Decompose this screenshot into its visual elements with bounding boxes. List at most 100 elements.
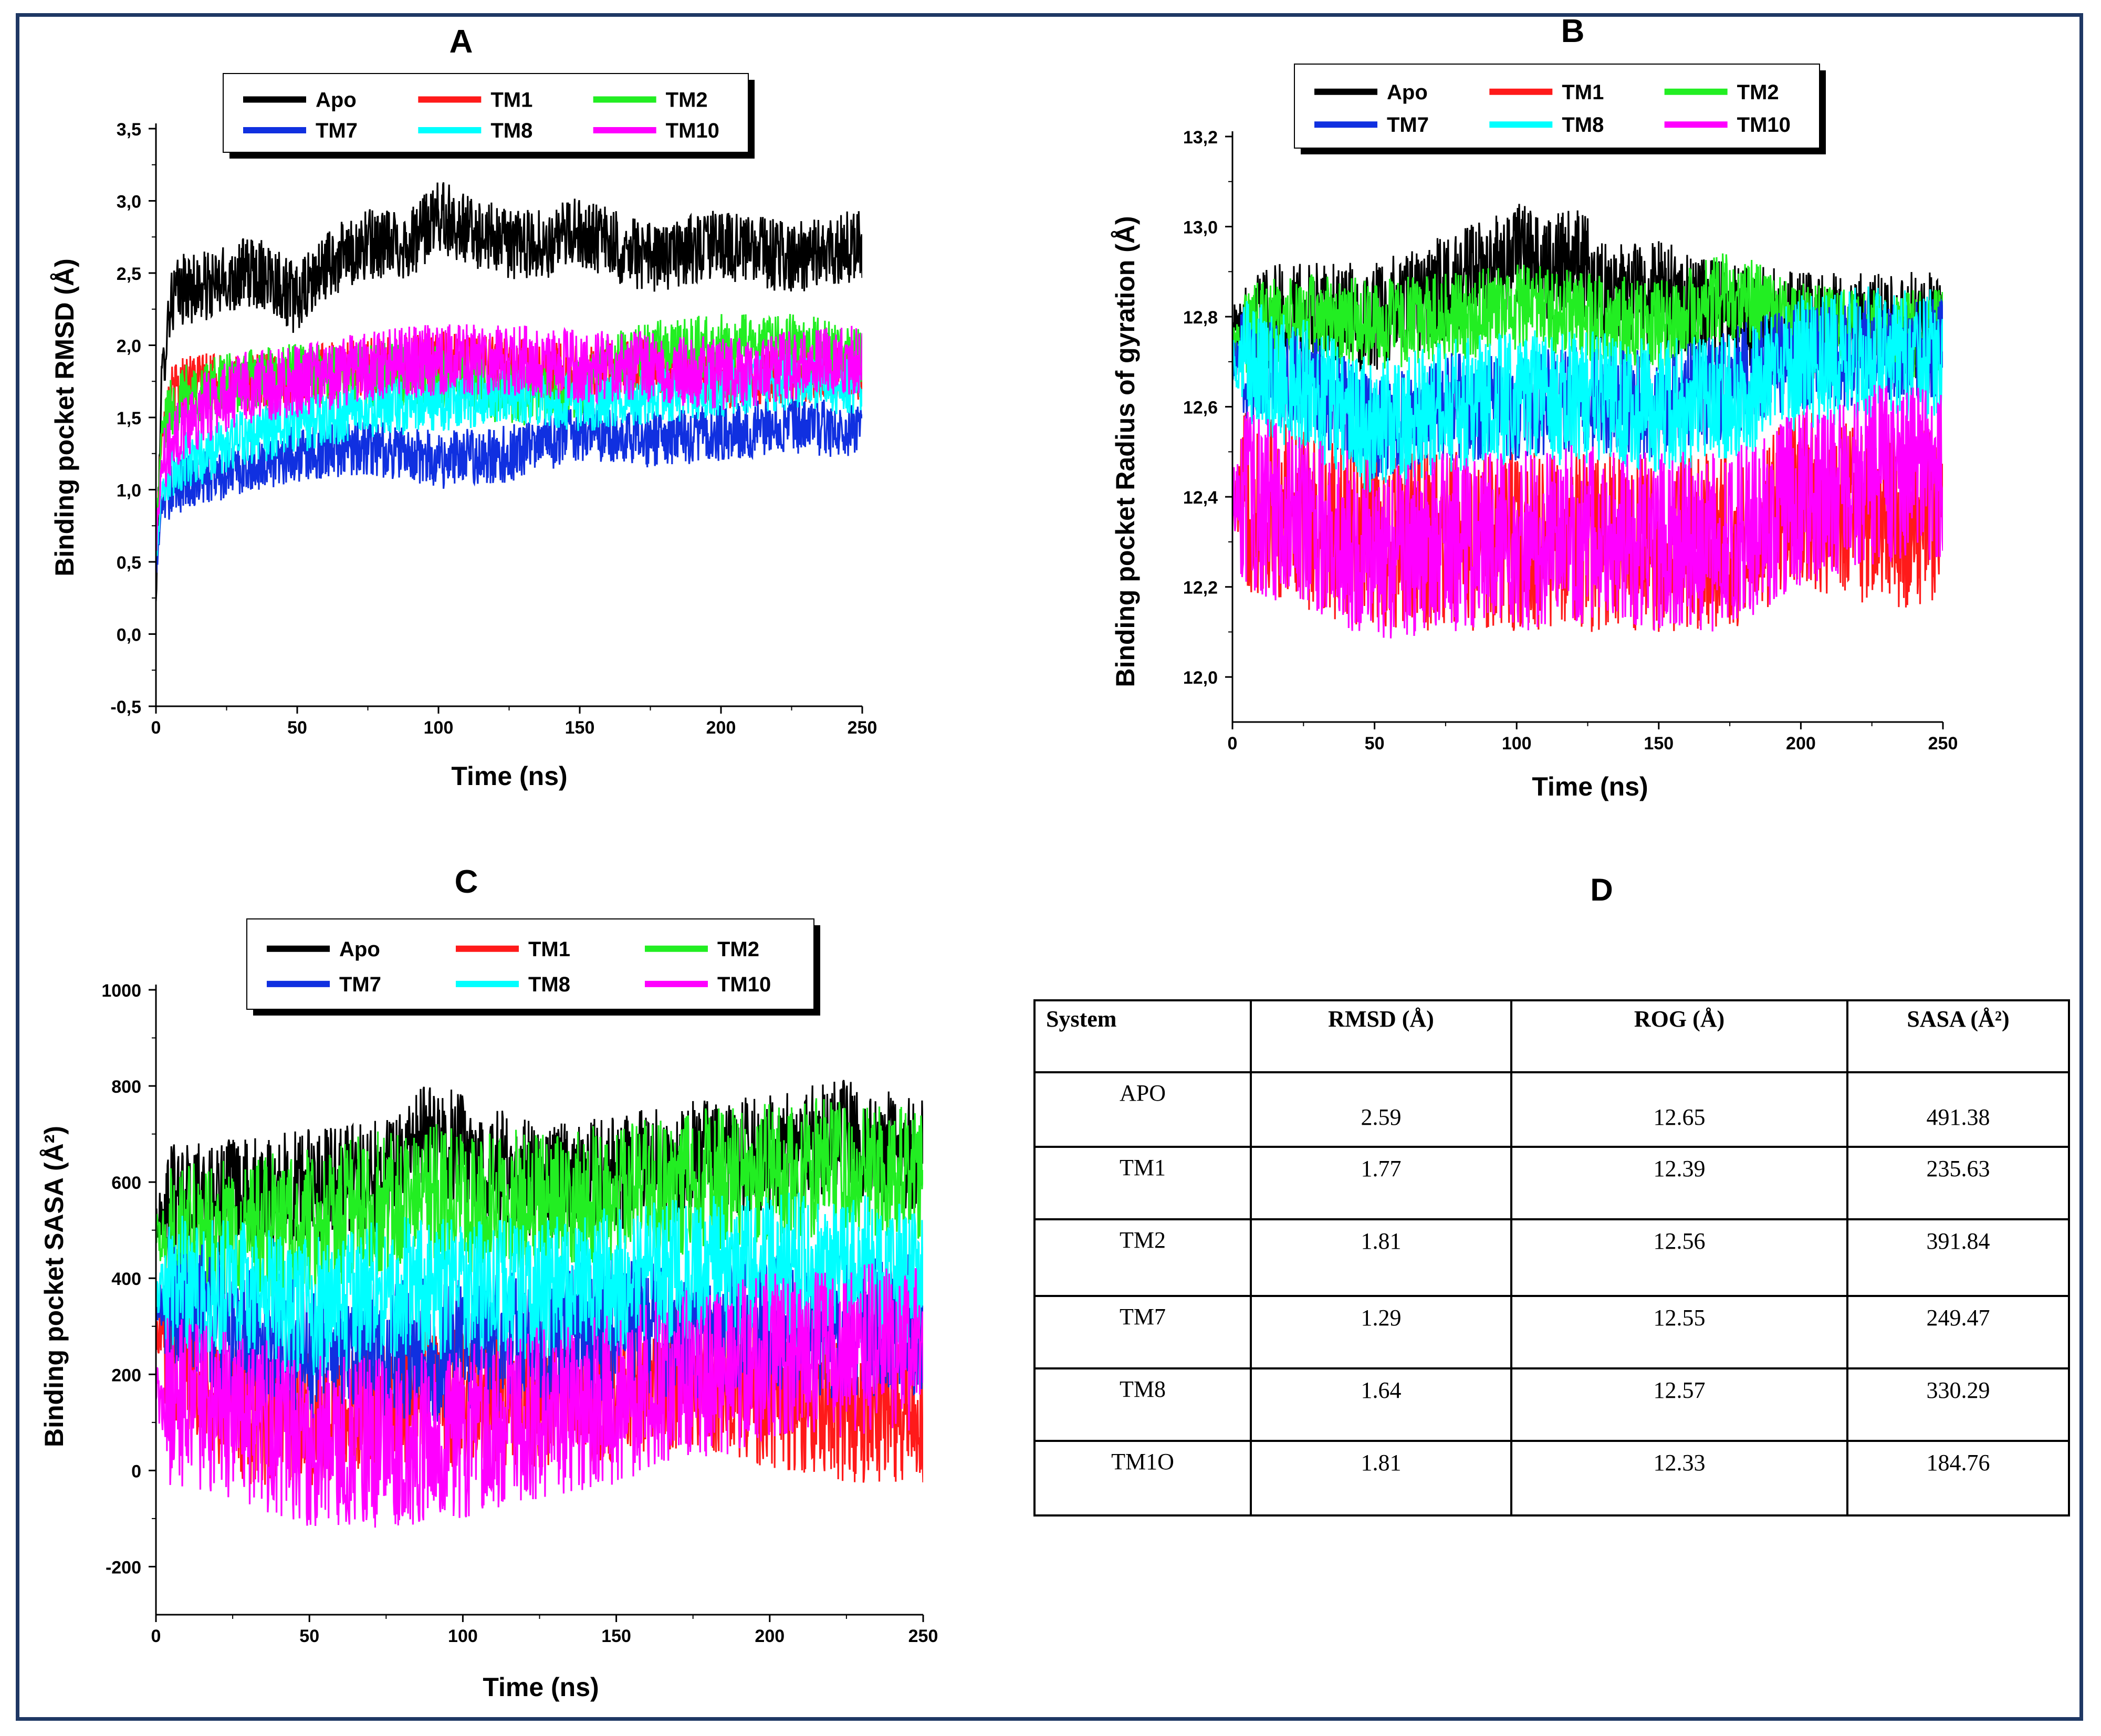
table-cell-sasa: 235.63 — [1846, 1146, 2070, 1220]
table-cell-sasa: 249.47 — [1846, 1295, 2070, 1369]
table-cell-rog: 12.55 — [1510, 1295, 1848, 1369]
table-cell-rmsd: 1.29 — [1250, 1295, 1512, 1369]
x-tick-label: 100 — [1502, 734, 1532, 754]
legend-label-tm10: TM10 — [1737, 113, 1791, 137]
table-row: TM8 1.64 12.57 330.29 — [1033, 1367, 2070, 1442]
y-tick-label: 2,5 — [117, 264, 141, 284]
table-cell-rmsd: 1.64 — [1250, 1367, 1512, 1442]
series-tm8-line — [1232, 286, 1943, 493]
panel-d-title: D — [1590, 872, 1613, 907]
table-row: TM2 1.81 12.56 391.84 — [1033, 1218, 2070, 1297]
legend-label-apo: Apo — [1387, 81, 1428, 104]
y-tick-label: -0,5 — [110, 697, 141, 717]
legend-label-tm10: TM10 — [666, 119, 719, 142]
legend-label-tm1: TM1 — [1562, 81, 1604, 104]
y-tick-label: 0,5 — [117, 553, 141, 573]
y-tick-label: 3,0 — [117, 192, 141, 212]
table-header-row: System RMSD (Å) ROG (Å) SASA (Å²) — [1033, 999, 2070, 1073]
y-tick-label: 12,2 — [1183, 578, 1218, 598]
x-tick-label: 50 — [1365, 734, 1385, 754]
table-cell-rmsd: 1.77 — [1250, 1146, 1512, 1220]
y-tick-label: 12,4 — [1183, 488, 1218, 508]
y-tick-label: 200 — [111, 1365, 141, 1385]
x-tick-label: 0 — [151, 1626, 161, 1646]
y-tick-label: 1,0 — [117, 481, 141, 501]
x-tick-label: 250 — [848, 718, 877, 738]
legend-label-tm7: TM7 — [1387, 113, 1429, 137]
series-tm7-line — [156, 396, 862, 573]
table-header-rmsd: RMSD (Å) — [1250, 999, 1512, 1073]
y-tick-label: 13,0 — [1183, 218, 1218, 238]
legend-label-apo: Apo — [316, 89, 357, 112]
x-tick-label: 50 — [299, 1626, 319, 1646]
y-tick-label: 1,5 — [117, 409, 141, 428]
x-tick-label: 0 — [151, 718, 161, 738]
panel-c-title: C — [455, 864, 478, 900]
legend-label-tm2: TM2 — [1737, 81, 1779, 104]
x-tick-label: 200 — [755, 1626, 785, 1646]
y-tick-label: 3,5 — [117, 120, 141, 140]
y-tick-label: 12,0 — [1183, 668, 1218, 688]
table-cell-rmsd: 1.81 — [1250, 1440, 1512, 1517]
table-cell-system: TM1O — [1033, 1440, 1252, 1517]
legend-label-tm8: TM8 — [1562, 113, 1604, 137]
x-tick-label: 200 — [1786, 734, 1816, 754]
table-cell-rog: 12.57 — [1510, 1367, 1848, 1442]
series-tm10-line — [156, 1263, 923, 1528]
x-tick-label: 0 — [1228, 734, 1238, 754]
legend-label-tm7: TM7 — [316, 119, 358, 142]
x-tick-label: 150 — [565, 718, 595, 738]
series-tm8-line — [156, 1193, 923, 1376]
x-tick-label: 100 — [448, 1626, 478, 1646]
y-axis-label: Binding pocket SASA (Å²) — [39, 1126, 69, 1447]
x-tick-label: 250 — [908, 1626, 938, 1646]
table-row: APO 2.59 12.65 491.38 — [1033, 1071, 2070, 1148]
x-tick-label: 50 — [287, 718, 307, 738]
table-cell-system: APO — [1033, 1071, 1252, 1148]
y-tick-label: 600 — [111, 1173, 141, 1193]
legend-label-tm7: TM7 — [339, 973, 381, 996]
legend-label-tm1: TM1 — [490, 89, 532, 112]
table-header-rog: ROG (Å) — [1510, 999, 1848, 1073]
x-axis-label: Time (ns) — [483, 1672, 599, 1702]
table-cell-system: TM2 — [1033, 1218, 1252, 1297]
series-tm10-line — [156, 324, 862, 551]
table-cell-sasa: 491.38 — [1846, 1071, 2070, 1148]
x-tick-label: 150 — [601, 1626, 631, 1646]
table-cell-rog: 12.39 — [1510, 1146, 1848, 1220]
legend-label-tm1: TM1 — [528, 938, 570, 961]
series-tm10-line — [1232, 385, 1943, 639]
table-cell-sasa: 184.76 — [1846, 1440, 2070, 1517]
y-tick-label: 0,0 — [117, 625, 141, 645]
x-tick-label: 150 — [1644, 734, 1674, 754]
x-axis-label: Time (ns) — [1532, 772, 1648, 801]
legend-box — [223, 73, 749, 153]
series-tm8-line — [156, 352, 862, 558]
y-tick-label: 0 — [131, 1461, 141, 1481]
y-tick-label: 800 — [111, 1077, 141, 1097]
legend-label-tm2: TM2 — [666, 89, 708, 112]
table-row: TM7 1.29 12.55 249.47 — [1033, 1295, 2070, 1369]
x-tick-label: 100 — [424, 718, 454, 738]
table-header-sasa: SASA (Å²) — [1846, 999, 2070, 1073]
legend-label-tm2: TM2 — [717, 938, 759, 961]
y-tick-label: 1000 — [101, 981, 141, 1001]
panel-a-title: A — [450, 24, 473, 60]
y-axis-label: Binding pocket RMSD (Å) — [50, 258, 79, 577]
table-header-system: System — [1033, 999, 1252, 1073]
table-cell-rog: 12.56 — [1510, 1218, 1848, 1297]
table-cell-sasa: 391.84 — [1846, 1218, 2070, 1297]
series-tm2-line — [1232, 253, 1943, 380]
legend-box — [1294, 64, 1820, 149]
legend-label-tm8: TM8 — [490, 119, 532, 142]
y-tick-label: 2,0 — [117, 337, 141, 357]
y-axis-label: Binding pocket Radius of gyration (Å) — [1111, 216, 1140, 687]
legend-label-apo: Apo — [339, 938, 380, 961]
legend-label-tm8: TM8 — [528, 973, 570, 996]
y-tick-label: 13,2 — [1183, 128, 1218, 148]
series-apo-line — [156, 182, 862, 601]
table-cell-system: TM1 — [1033, 1146, 1252, 1220]
y-tick-label: -200 — [106, 1557, 141, 1577]
table-row: TM1 1.77 12.39 235.63 — [1033, 1146, 2070, 1220]
